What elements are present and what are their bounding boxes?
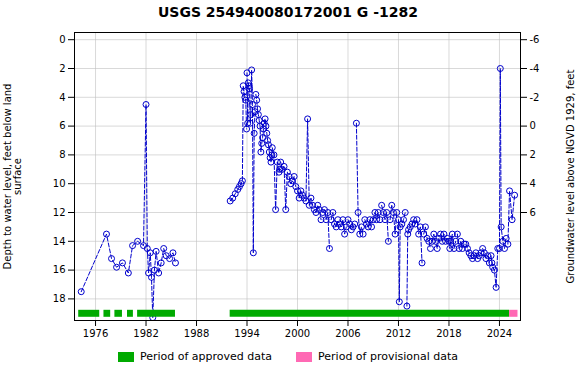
- html-text:Period of approved data: Period of approved data: [139, 350, 273, 363]
- svg-text:2012: 2012: [386, 328, 411, 339]
- svg-text:2006: 2006: [335, 328, 360, 339]
- svg-text:18: 18: [53, 293, 66, 304]
- html-text:USGS 254940080172001 G -1282: USGS 254940080172001 G -1282: [158, 4, 418, 20]
- svg-text:6: 6: [59, 120, 65, 131]
- svg-text:Groundwater level above NGVD 1: Groundwater level above NGVD 1929, feet: [565, 70, 576, 284]
- svg-text:2: 2: [530, 149, 536, 160]
- svg-text:8: 8: [59, 149, 65, 160]
- svg-text:1982: 1982: [133, 328, 158, 339]
- svg-text:1994: 1994: [234, 328, 259, 339]
- svg-text:2000: 2000: [285, 328, 310, 339]
- svg-text:0: 0: [530, 120, 536, 131]
- svg-text:2018: 2018: [436, 328, 461, 339]
- svg-text:-6: -6: [530, 34, 540, 45]
- svg-text:1976: 1976: [83, 328, 108, 339]
- svg-text:4: 4: [530, 178, 536, 189]
- svg-text:0: 0: [59, 34, 65, 45]
- svg-text:10: 10: [53, 178, 66, 189]
- svg-text:2024: 2024: [487, 328, 512, 339]
- html-text:Period of provisional data: Period of provisional data: [318, 350, 459, 363]
- svg-text:16: 16: [53, 264, 66, 275]
- svg-text:-4: -4: [530, 63, 540, 74]
- svg-text:4: 4: [59, 92, 65, 103]
- svg-text:-2: -2: [530, 92, 540, 103]
- svg-text:12: 12: [53, 207, 66, 218]
- svg-text:Depth to water level, feet bel: Depth to water level, feet below landsur…: [2, 84, 23, 270]
- svg-text:14: 14: [53, 236, 66, 247]
- svg-text:2: 2: [59, 63, 65, 74]
- svg-text:6: 6: [530, 207, 536, 218]
- svg-text:1988: 1988: [184, 328, 209, 339]
